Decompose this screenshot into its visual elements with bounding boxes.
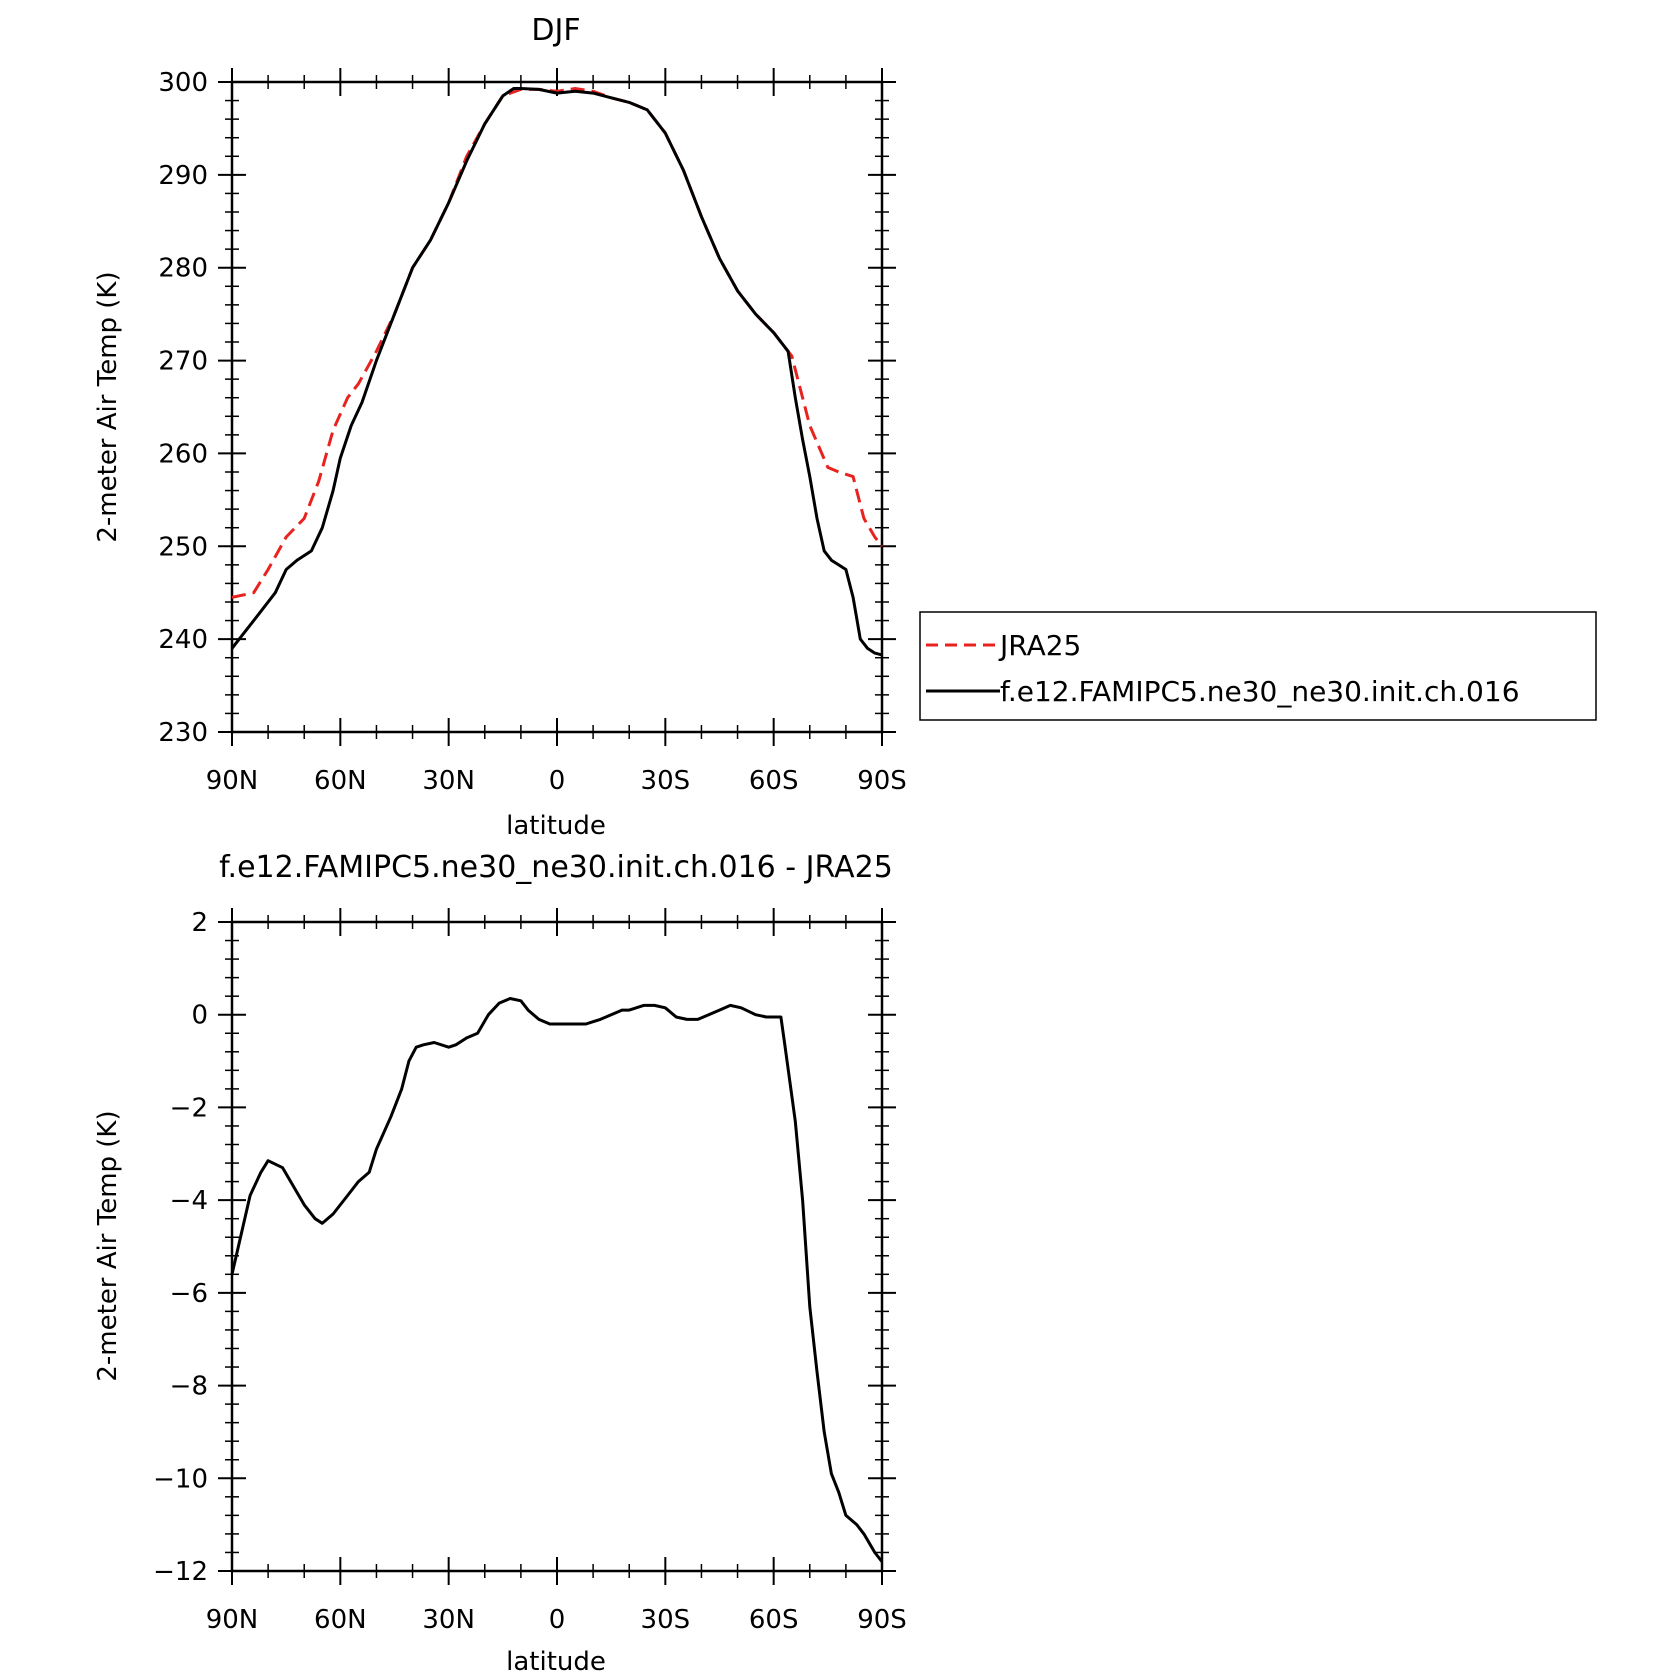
- y-tick-label: −6: [170, 1279, 208, 1309]
- x-tick-label: 60N: [314, 1605, 367, 1635]
- difference-panel: f.e12.FAMIPC5.ne30_ne30.init.ch.016 - JR…: [93, 850, 907, 1674]
- x-tick-label: 30N: [422, 766, 475, 796]
- bottom-axis-ticks: [218, 908, 896, 1585]
- top-y-tick-labels: 230 240 250 260 270 280 290 300: [158, 68, 208, 748]
- legend: JRA25 f.e12.FAMIPC5.ne30_ne30.init.ch.01…: [919, 611, 1597, 721]
- bottom-x-tick-labels: 90N 60N 30N 0 30S 60S 90S: [206, 1605, 907, 1635]
- series-line-dashed-0: [231, 87, 884, 599]
- top-x-axis-label: latitude: [506, 811, 606, 841]
- x-tick-label: 30S: [641, 766, 691, 796]
- y-tick-label: 240: [158, 625, 208, 655]
- x-tick-label: 90N: [206, 1605, 259, 1635]
- y-tick-label: 300: [158, 68, 208, 98]
- top-chart-title: DJF: [531, 13, 580, 48]
- x-tick-label: 90N: [206, 766, 259, 796]
- top-axis-ticks: [218, 68, 896, 746]
- top-y-axis-label: 2-meter Air Temp (K): [93, 271, 123, 542]
- y-tick-label: −10: [153, 1464, 208, 1494]
- x-tick-label: 90S: [857, 1605, 907, 1635]
- temperature-panel: DJF 230 240 250 260 270 280 290 300 90N 60N 30N 0 3…: [93, 13, 907, 841]
- series-line-solid-0: [230, 997, 884, 1563]
- y-tick-label: −12: [153, 1557, 208, 1587]
- y-tick-label: 260: [158, 439, 208, 469]
- x-tick-label: 0: [549, 1605, 566, 1635]
- y-tick-label: 290: [158, 161, 208, 191]
- bottom-y-tick-labels: −12 −10 −8 −6 −4 −2 0 2: [153, 908, 208, 1587]
- series-line-solid-1: [230, 87, 883, 657]
- bottom-series-lines: [230, 997, 884, 1563]
- bottom-y-axis-label: 2-meter Air Temp (K): [93, 1110, 123, 1381]
- y-tick-label: 250: [158, 532, 208, 562]
- x-tick-label: 60S: [749, 1605, 799, 1635]
- y-tick-label: 2: [191, 908, 208, 938]
- top-plot-frame: [230, 80, 884, 734]
- bottom-plot-frame: [230, 920, 884, 1573]
- y-tick-label: −4: [170, 1186, 208, 1216]
- legend-label-model: f.e12.FAMIPC5.ne30_ne30.init.ch.016: [1000, 675, 1520, 708]
- y-tick-label: 280: [158, 254, 208, 284]
- bottom-chart-title: f.e12.FAMIPC5.ne30_ne30.init.ch.016 - JR…: [219, 850, 893, 885]
- legend-box: [919, 611, 1597, 721]
- x-tick-label: 30N: [422, 1605, 475, 1635]
- x-tick-label: 60N: [314, 766, 367, 796]
- x-tick-label: 0: [549, 766, 566, 796]
- y-tick-label: 270: [158, 347, 208, 377]
- top-series-lines: [230, 87, 884, 657]
- y-tick-label: −2: [170, 1093, 208, 1123]
- x-tick-label: 90S: [857, 766, 907, 796]
- top-x-tick-labels: 90N 60N 30N 0 30S 60S 90S: [206, 766, 907, 796]
- legend-label-jra25: JRA25: [998, 629, 1081, 662]
- y-tick-label: 0: [191, 1001, 208, 1031]
- y-tick-label: −8: [170, 1372, 208, 1402]
- x-tick-label: 30S: [641, 1605, 691, 1635]
- bottom-x-axis-label: latitude: [506, 1647, 606, 1674]
- y-tick-label: 230: [158, 718, 208, 748]
- x-tick-label: 60S: [749, 766, 799, 796]
